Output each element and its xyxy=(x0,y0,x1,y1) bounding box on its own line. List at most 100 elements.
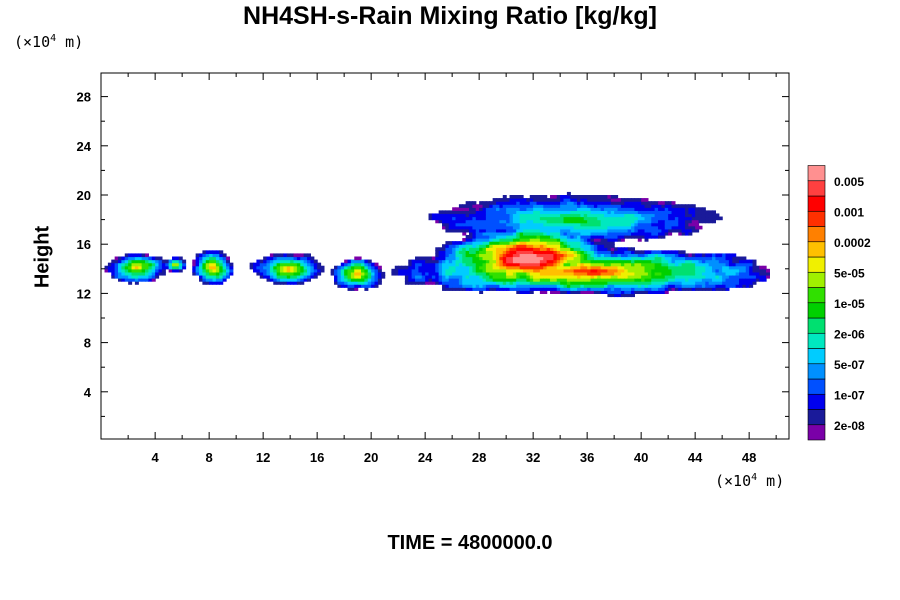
field-cell xyxy=(725,259,730,264)
field-cell xyxy=(539,265,544,270)
field-cell xyxy=(452,278,457,282)
field-cell xyxy=(712,265,716,270)
x-tick-label: 8 xyxy=(206,450,213,465)
field-cell xyxy=(641,271,646,276)
field-cell xyxy=(671,256,676,261)
field-cell xyxy=(614,222,619,227)
field-cell xyxy=(529,287,534,291)
field-cell xyxy=(354,278,359,282)
field-cell xyxy=(610,210,615,215)
field-cell xyxy=(344,284,349,288)
field-cell xyxy=(671,222,676,227)
field-cell xyxy=(627,271,632,276)
field-cell xyxy=(472,265,477,270)
field-cell xyxy=(350,271,355,276)
field-cell xyxy=(482,228,487,233)
field-cell xyxy=(519,265,524,270)
field-cell xyxy=(722,281,727,285)
field-cell xyxy=(334,281,338,285)
field-cell xyxy=(685,265,689,270)
field-cell xyxy=(570,195,575,199)
field-cell xyxy=(482,247,487,251)
field-cell xyxy=(631,231,635,236)
field-cell xyxy=(350,259,355,264)
field-cell xyxy=(600,244,605,248)
field-cell xyxy=(553,290,558,294)
field-cell xyxy=(512,238,517,242)
field-cell xyxy=(502,278,507,282)
field-cell xyxy=(593,201,598,205)
field-cell xyxy=(303,271,308,276)
field-cell xyxy=(604,204,608,208)
field-cell xyxy=(553,256,558,261)
field-cell xyxy=(371,274,376,279)
field-cell xyxy=(617,262,622,267)
field-cell xyxy=(330,268,335,273)
field-cell xyxy=(631,225,635,230)
field-cell xyxy=(546,256,551,261)
field-cell xyxy=(732,281,737,285)
field-cell xyxy=(502,259,507,264)
field-cell xyxy=(627,278,632,282)
field-cell xyxy=(631,250,635,255)
field-cell xyxy=(577,213,581,218)
field-cell xyxy=(374,274,379,279)
field-cell xyxy=(533,222,538,227)
field-cell xyxy=(634,231,639,236)
field-cell xyxy=(637,278,642,282)
field-cell xyxy=(654,213,659,218)
field-cell xyxy=(475,241,480,245)
field-cell xyxy=(448,228,453,233)
field-cell xyxy=(664,216,669,221)
field-cell xyxy=(519,198,524,202)
field-cell xyxy=(489,274,494,279)
field-cell xyxy=(519,225,524,230)
field-cell xyxy=(580,219,585,224)
field-cell xyxy=(539,284,544,288)
field-cell xyxy=(580,253,585,258)
field-cell xyxy=(506,219,511,224)
field-cell xyxy=(631,204,635,208)
field-cell xyxy=(431,271,436,276)
field-cell xyxy=(533,268,538,273)
field-cell xyxy=(145,253,149,258)
field-cell xyxy=(620,271,625,276)
field-cell xyxy=(111,262,116,267)
field-cell xyxy=(712,268,716,273)
field-cell xyxy=(688,225,693,230)
field-cell xyxy=(401,268,406,273)
field-cell xyxy=(553,259,558,264)
field-cell xyxy=(560,198,565,202)
field-cell xyxy=(462,210,467,215)
field-cell xyxy=(624,284,629,288)
field-cell xyxy=(462,271,467,276)
field-cell xyxy=(128,265,133,270)
field-cell xyxy=(631,290,635,294)
field-cell xyxy=(455,262,460,267)
field-cell xyxy=(350,265,355,270)
field-cell xyxy=(604,290,608,294)
field-cell xyxy=(715,213,720,218)
field-cell xyxy=(597,207,602,211)
field-cell xyxy=(543,290,548,294)
field-cell xyxy=(290,259,295,264)
field-cell xyxy=(593,234,598,239)
field-cell xyxy=(742,256,747,261)
field-cell xyxy=(509,250,514,255)
field-cell xyxy=(539,210,544,215)
field-cell xyxy=(701,278,706,282)
field-cell xyxy=(647,213,652,218)
field-cell xyxy=(651,268,656,273)
field-cell xyxy=(691,271,696,276)
field-cell xyxy=(134,268,139,273)
field-cell xyxy=(607,268,612,273)
field-cell xyxy=(766,274,770,279)
field-cell xyxy=(607,222,612,227)
field-cell xyxy=(472,259,477,264)
field-cell xyxy=(465,225,470,230)
field-cell xyxy=(620,216,625,221)
field-cell xyxy=(678,250,683,255)
field-cell xyxy=(610,278,615,282)
field-cell xyxy=(485,278,490,282)
colorbar-label: 5e-07 xyxy=(834,358,865,372)
